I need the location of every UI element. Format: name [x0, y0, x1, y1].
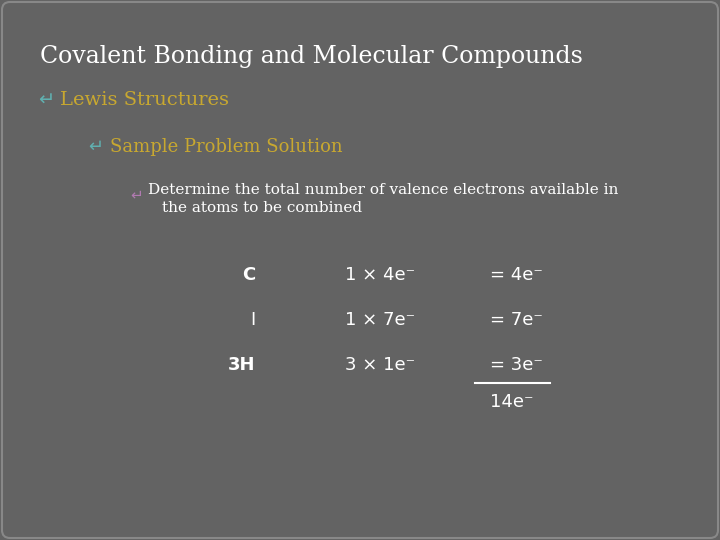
- Text: 14e⁻: 14e⁻: [490, 393, 534, 411]
- Text: 1 × 7e⁻: 1 × 7e⁻: [345, 311, 415, 329]
- Text: = 4e⁻: = 4e⁻: [490, 266, 543, 284]
- Text: Determine the total number of valence electrons available in: Determine the total number of valence el…: [148, 183, 618, 197]
- Text: ↵: ↵: [38, 91, 55, 110]
- Text: = 7e⁻: = 7e⁻: [490, 311, 543, 329]
- Text: the atoms to be combined: the atoms to be combined: [162, 201, 362, 215]
- Text: = 3e⁻: = 3e⁻: [490, 356, 543, 374]
- Text: C: C: [242, 266, 255, 284]
- Text: Covalent Bonding and Molecular Compounds: Covalent Bonding and Molecular Compounds: [40, 45, 583, 68]
- Text: 1 × 4e⁻: 1 × 4e⁻: [345, 266, 415, 284]
- Text: 3H: 3H: [228, 356, 255, 374]
- Text: Sample Problem Solution: Sample Problem Solution: [110, 138, 343, 156]
- Text: 3 × 1e⁻: 3 × 1e⁻: [345, 356, 415, 374]
- Text: ↵: ↵: [130, 187, 143, 202]
- Text: Lewis Structures: Lewis Structures: [60, 91, 229, 109]
- Text: I: I: [250, 311, 255, 329]
- Text: ↵: ↵: [88, 138, 103, 156]
